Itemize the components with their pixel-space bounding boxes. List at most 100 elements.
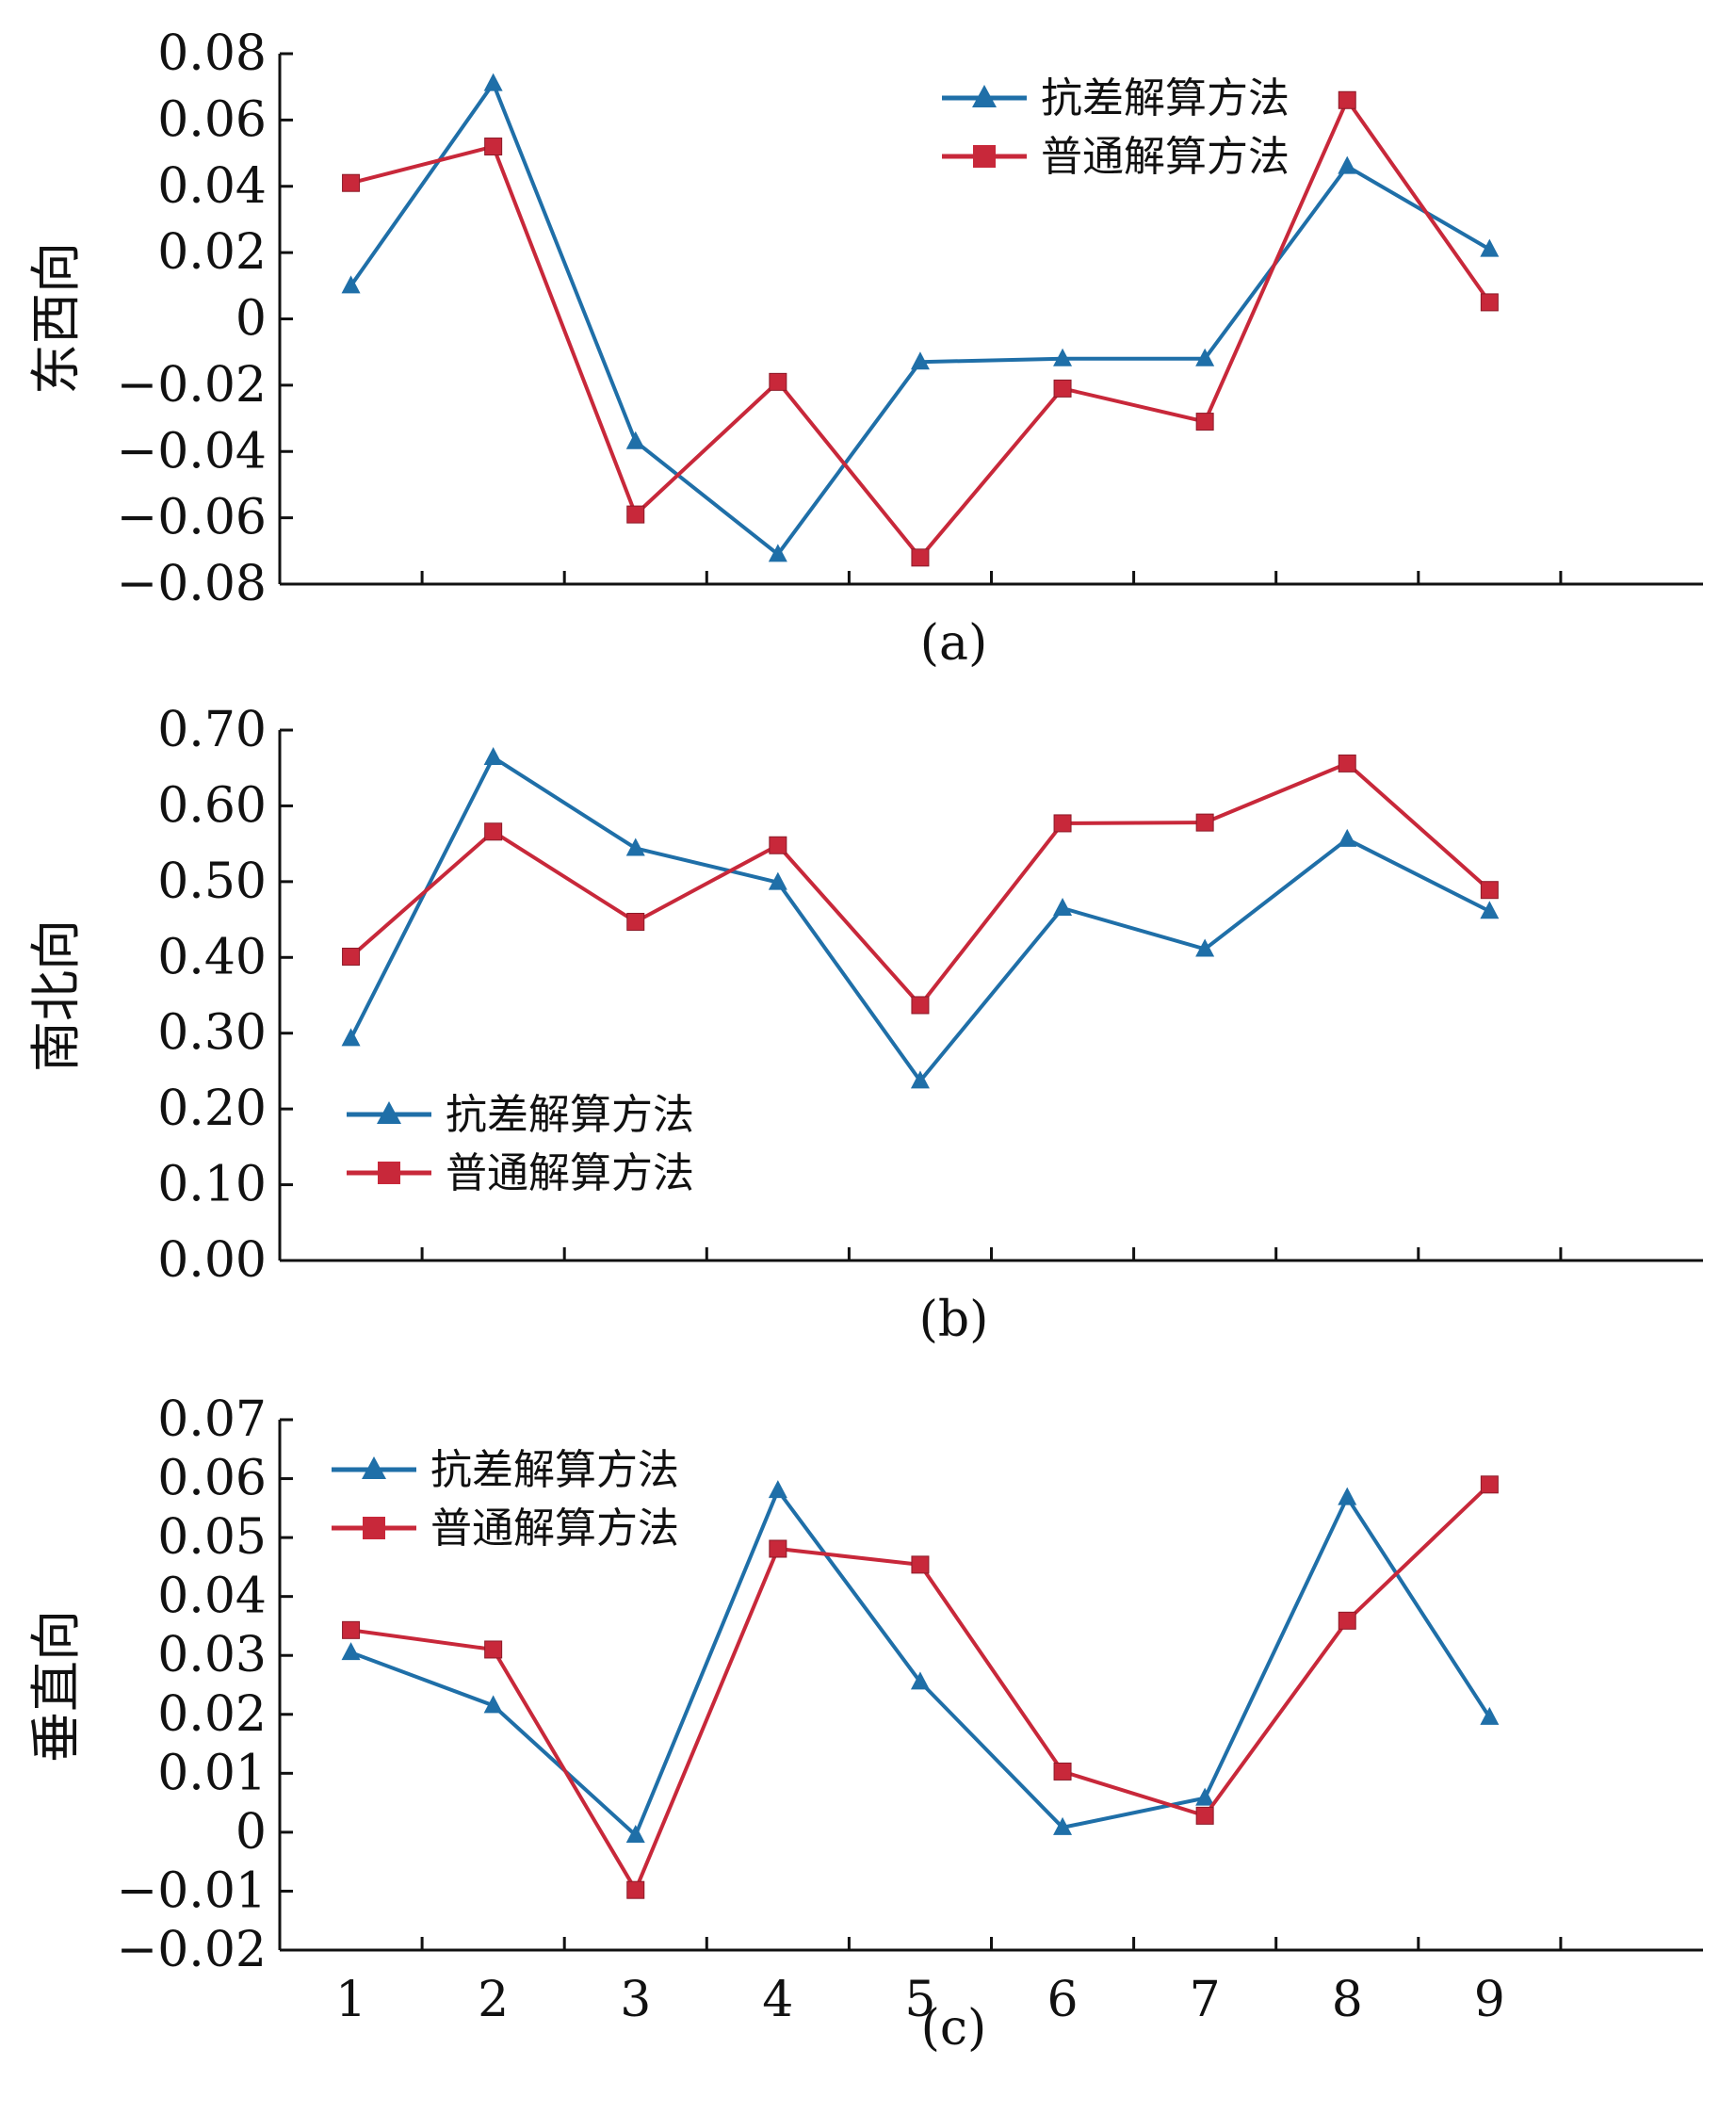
data-point-square bbox=[342, 947, 361, 966]
y-tick-label: 0.03 bbox=[157, 1627, 267, 1683]
y-tick-label: 0.70 bbox=[157, 702, 267, 758]
data-point-square bbox=[484, 138, 503, 156]
data-point-triangle bbox=[910, 1070, 930, 1089]
legend-label: 抗差解算方法 bbox=[430, 1446, 679, 1494]
data-point-triangle bbox=[1338, 828, 1357, 847]
series-line-standard bbox=[349, 761, 1491, 1007]
data-point-square bbox=[484, 822, 503, 841]
data-point-triangle bbox=[910, 1671, 930, 1690]
data-point-square bbox=[769, 1539, 787, 1558]
data-point-square bbox=[1053, 379, 1072, 398]
x-tick-label: 6 bbox=[1047, 1972, 1079, 2028]
data-point-triangle bbox=[768, 544, 787, 562]
y-tick-label: −0.04 bbox=[117, 423, 267, 480]
y-tick-label: 0.06 bbox=[157, 91, 267, 148]
y-tick-label: 0.01 bbox=[157, 1745, 267, 1801]
y-tick-label: 0.07 bbox=[157, 1391, 267, 1448]
y-axis-label: 垂直向 bbox=[26, 1610, 86, 1763]
legend-marker-triangle bbox=[377, 1101, 401, 1124]
legend-marker-square bbox=[378, 1162, 400, 1184]
y-tick-label: 0.02 bbox=[157, 224, 267, 281]
data-point-square bbox=[626, 912, 645, 931]
legend-label: 普通解算方法 bbox=[446, 1149, 694, 1197]
panel-caption: (b) bbox=[919, 1292, 989, 1348]
data-point-square bbox=[626, 505, 645, 524]
data-point-square bbox=[1195, 1806, 1214, 1825]
data-point-square bbox=[1195, 813, 1214, 832]
data-point-square bbox=[1338, 754, 1356, 772]
y-tick-label: 0.60 bbox=[157, 777, 267, 834]
data-point-triangle bbox=[1053, 348, 1073, 366]
data-point-triangle bbox=[1195, 938, 1215, 957]
legend-marker-triangle bbox=[972, 85, 997, 107]
data-point-square bbox=[911, 548, 930, 567]
data-point-square bbox=[1338, 1611, 1356, 1630]
data-point-square bbox=[484, 1640, 503, 1659]
data-point-triangle bbox=[1338, 155, 1357, 174]
data-point-triangle bbox=[768, 871, 787, 890]
x-tick-label: 3 bbox=[620, 1972, 651, 2028]
chart-panel-c: 0.070.060.050.040.030.020.010−0.01−0.02 1… bbox=[26, 1391, 1703, 2057]
x-tick-label: 2 bbox=[478, 1972, 509, 2028]
data-point-triangle bbox=[625, 431, 645, 449]
data-point-square bbox=[342, 1620, 361, 1639]
data-point-triangle bbox=[1053, 898, 1073, 917]
data-point-square bbox=[1338, 90, 1356, 109]
x-tick-label: 1 bbox=[335, 1972, 366, 2028]
data-point-triangle bbox=[910, 351, 930, 370]
legend-marker-square bbox=[973, 145, 996, 168]
y-tick-label: 0.10 bbox=[157, 1157, 267, 1213]
y-axis-label: 南北向 bbox=[26, 919, 86, 1072]
data-point-triangle bbox=[1338, 1487, 1357, 1505]
data-point-square bbox=[1053, 814, 1072, 833]
data-point-square bbox=[1195, 413, 1214, 431]
y-tick-label: −0.06 bbox=[117, 490, 267, 546]
data-point-triangle bbox=[483, 1695, 503, 1714]
x-tick-label: 4 bbox=[762, 1972, 793, 2028]
y-tick-label: −0.02 bbox=[117, 1922, 267, 1978]
y-tick-label: 0 bbox=[235, 1804, 267, 1861]
legend-marker-square bbox=[363, 1517, 385, 1539]
legend-label: 普通解算方法 bbox=[1041, 133, 1290, 181]
data-point-triangle bbox=[625, 837, 645, 856]
data-point-triangle bbox=[1195, 348, 1215, 366]
data-point-square bbox=[911, 1555, 930, 1574]
y-tick-label: 0.50 bbox=[157, 854, 267, 910]
legend-label: 抗差解算方法 bbox=[446, 1091, 694, 1139]
y-tick-label: 0 bbox=[235, 291, 267, 348]
y-tick-label: 0.02 bbox=[157, 1686, 267, 1743]
data-point-triangle bbox=[1053, 1816, 1073, 1835]
data-point-triangle bbox=[768, 1480, 787, 1499]
y-tick-label: 0.05 bbox=[157, 1509, 267, 1566]
x-tick-label: 8 bbox=[1332, 1972, 1363, 2028]
series-line-robust bbox=[349, 755, 1491, 1083]
data-point-triangle bbox=[1480, 901, 1500, 919]
data-point-triangle bbox=[1480, 1706, 1500, 1725]
data-point-square bbox=[1480, 1475, 1499, 1494]
panel-caption: (c) bbox=[921, 2000, 987, 2057]
data-point-triangle bbox=[483, 73, 503, 91]
y-tick-label: −0.01 bbox=[117, 1862, 267, 1919]
data-point-square bbox=[769, 372, 787, 391]
series-line-standard bbox=[350, 98, 1491, 560]
x-tick-label: 7 bbox=[1190, 1972, 1221, 2028]
data-point-square bbox=[1053, 1762, 1072, 1781]
y-tick-label: 0.04 bbox=[157, 158, 267, 215]
data-point-square bbox=[911, 996, 930, 1015]
data-point-triangle bbox=[341, 1028, 361, 1047]
x-tick-label: 5 bbox=[904, 1972, 935, 2028]
panel-caption: (a) bbox=[920, 615, 988, 672]
data-point-triangle bbox=[483, 746, 503, 765]
chart-panel-a: 0.08 0.06 0.04 0.02 0 −0.02 −0.04 −0.06 −0.08 东西向… bbox=[26, 25, 1703, 672]
y-tick-label: 0.00 bbox=[157, 1232, 267, 1289]
data-point-triangle bbox=[1195, 1787, 1215, 1806]
y-tick-label: −0.02 bbox=[117, 357, 267, 414]
y-axis-label: 东西向 bbox=[26, 242, 86, 395]
legend-marker-triangle bbox=[362, 1456, 386, 1479]
data-point-square bbox=[342, 173, 361, 192]
y-tick-label: 0.04 bbox=[157, 1569, 267, 1625]
legend-label: 普通解算方法 bbox=[430, 1504, 679, 1553]
y-tick-label: −0.08 bbox=[117, 556, 267, 612]
